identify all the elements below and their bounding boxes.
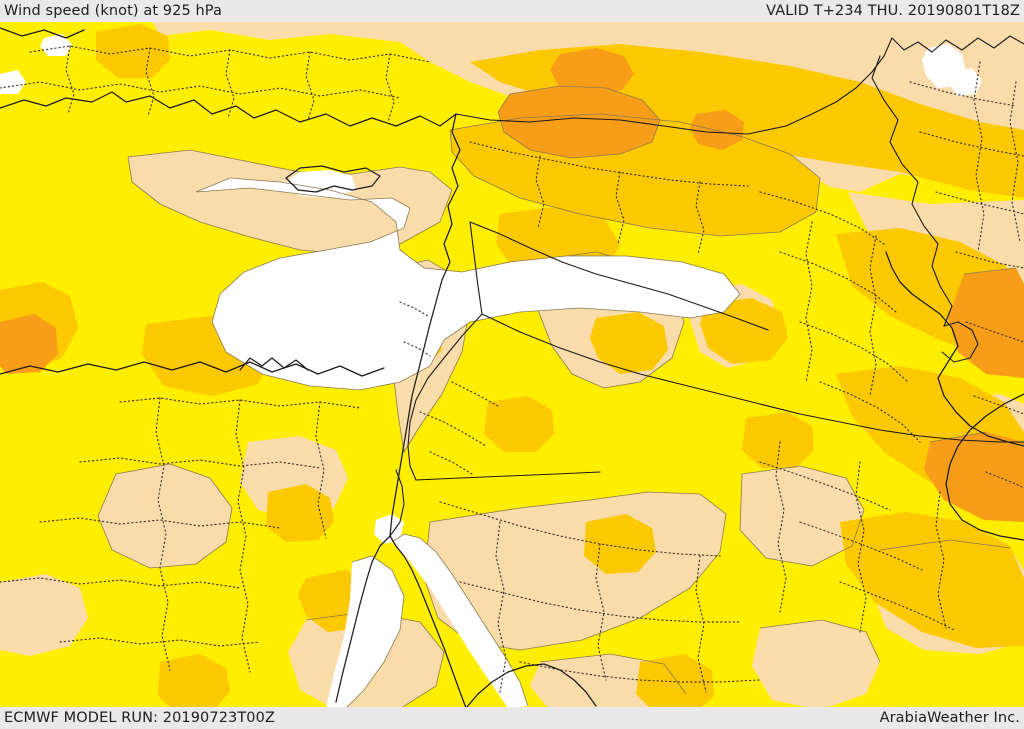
map-title: Wind speed (knot) at 925 hPa <box>4 3 222 19</box>
national-borders <box>389 35 1024 537</box>
contour-lines <box>97 85 1017 707</box>
valid-time-label: VALID T+234 THU. 20190801T18Z <box>766 3 1020 19</box>
footer-bar: ECMWF MODEL RUN: 20190723T00Z ArabiaWeat… <box>0 707 1024 729</box>
provider-credit: ArabiaWeather Inc. <box>879 710 1020 726</box>
coastlines <box>0 27 1024 707</box>
header-bar: Wind speed (knot) at 925 hPa VALID T+234… <box>0 0 1024 22</box>
map-canvas <box>0 22 1024 707</box>
model-run-label: ECMWF MODEL RUN: 20190723T00Z <box>4 710 275 726</box>
wind-speed-map <box>0 22 1024 707</box>
subnational-borders <box>0 45 1024 693</box>
